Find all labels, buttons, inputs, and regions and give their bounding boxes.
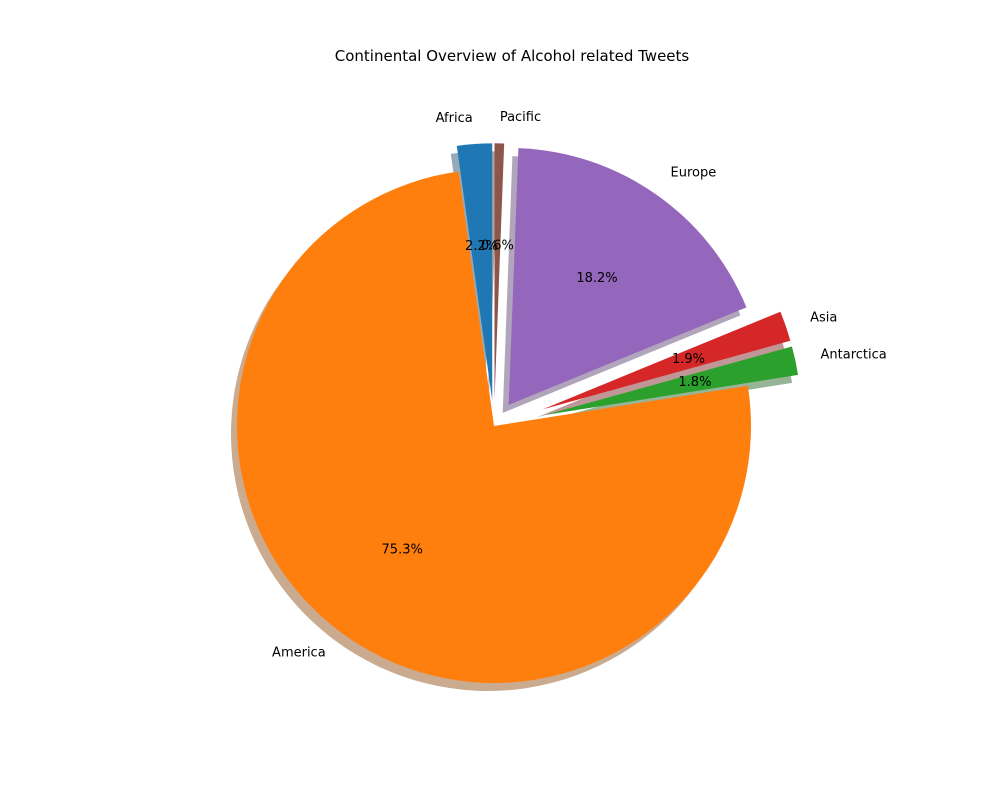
slice-label-antarctica: Antarctica [821, 348, 887, 363]
slice-label-africa: Africa [436, 111, 473, 126]
slice-percent-america: 75.3% [382, 542, 423, 557]
slice-percent-africa: 2.2% [465, 239, 498, 254]
slice-label-asia: Asia [810, 310, 837, 325]
pie-label-layer: Africa 2.2% America 75.3% Antarctica 1.8% Asia… [272, 110, 887, 660]
pie-slice-asia [542, 311, 791, 410]
slice-label-america: America [272, 646, 326, 661]
slice-percent-asia: 1.9% [672, 352, 705, 367]
pie-slice-america [236, 171, 752, 683]
slice-percent-antarctica: 1.8% [678, 375, 711, 390]
slice-percent-europe: 18.2% [576, 271, 617, 286]
slice-label-pacific: Pacific [500, 110, 541, 125]
slice-label-europe: Europe [671, 166, 717, 181]
pie-slice-europe [508, 148, 747, 405]
slice-percent-pacific: 0.6% [481, 239, 514, 254]
pie-slice-pacific [494, 143, 505, 401]
pie-slice-africa [456, 143, 493, 401]
pie-slice-antarctica [544, 346, 799, 416]
chart-title: Continental Overview of Alcohol related … [335, 47, 690, 65]
pie-slice-layer [236, 143, 799, 683]
